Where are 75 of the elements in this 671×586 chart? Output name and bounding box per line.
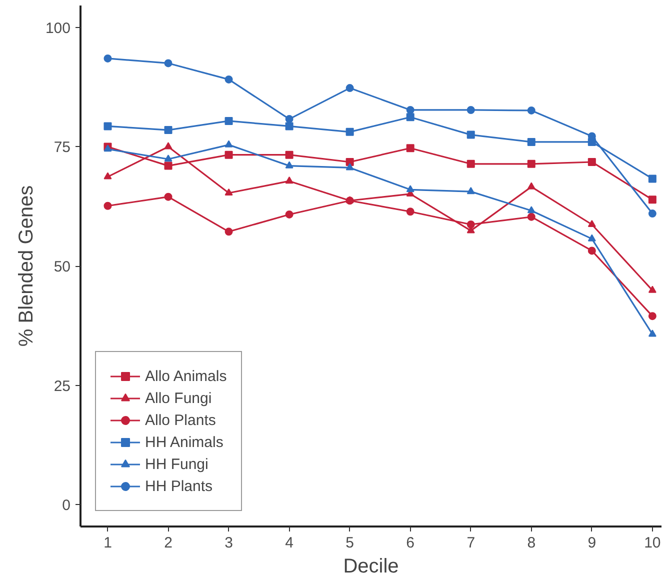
- point: [164, 59, 172, 68]
- point: [466, 187, 475, 194]
- legend-label: Allo Animals: [145, 368, 227, 384]
- x-tick-label: 4: [285, 534, 294, 552]
- x-tick-label: 10: [644, 534, 661, 552]
- point: [346, 84, 354, 92]
- point: [648, 174, 656, 183]
- legend-label: HH Plants: [145, 478, 213, 494]
- point: [527, 212, 536, 221]
- point: [466, 130, 475, 139]
- point: [588, 220, 596, 228]
- x-tick-label: 2: [164, 534, 172, 552]
- legend-label: HH Animals: [145, 434, 224, 450]
- x-tick-label: 5: [346, 534, 354, 552]
- point: [224, 188, 233, 196]
- point: [648, 210, 656, 218]
- x-tick-label: 7: [466, 534, 476, 552]
- point: [406, 185, 414, 192]
- point: [406, 106, 414, 114]
- y-tick-label: 50: [54, 258, 71, 276]
- point: [164, 154, 172, 162]
- point: [164, 142, 172, 150]
- point: [224, 140, 233, 148]
- x-axis-title: Decile: [343, 556, 399, 578]
- point: [285, 122, 294, 130]
- legend-label: HH Fungi: [145, 456, 208, 472]
- point: [104, 54, 112, 62]
- x-tick-label: 3: [224, 534, 233, 552]
- point: [224, 75, 233, 84]
- point: [285, 210, 294, 218]
- y-tick-label: 0: [62, 497, 70, 514]
- point: [224, 116, 233, 125]
- point: [164, 162, 172, 170]
- point: [648, 196, 656, 204]
- point: [527, 138, 536, 146]
- point: [588, 158, 596, 166]
- point: [466, 160, 475, 168]
- point: [588, 234, 596, 242]
- y-tick-label: 25: [54, 378, 71, 395]
- point: [648, 312, 656, 320]
- point: [285, 115, 294, 124]
- point: [285, 150, 294, 159]
- x-tick-label: 9: [588, 534, 596, 552]
- point: [285, 176, 294, 184]
- point: [285, 161, 294, 168]
- point: [406, 113, 414, 122]
- x-tick-label: 6: [406, 534, 415, 552]
- point: [104, 172, 112, 180]
- point: [224, 150, 233, 159]
- point: [648, 330, 656, 337]
- point: [346, 158, 354, 166]
- point: [527, 160, 536, 168]
- y-axis-title: % Blended Genes: [15, 185, 38, 347]
- point: [466, 220, 475, 228]
- x-tick-label: 1: [104, 534, 112, 552]
- legend-label: Allo Plants: [145, 412, 216, 428]
- point: [164, 192, 172, 201]
- point: [224, 228, 233, 236]
- point: [104, 202, 112, 210]
- point: [104, 122, 112, 130]
- point: [406, 144, 414, 152]
- point: [466, 106, 475, 114]
- point: [527, 106, 536, 114]
- point: [527, 206, 536, 214]
- point: [164, 126, 172, 134]
- legend-label: Allo Fungi: [145, 390, 212, 406]
- point: [588, 246, 596, 255]
- y-tick-label: 75: [54, 139, 71, 156]
- point: [527, 182, 536, 190]
- x-tick-label: 8: [527, 534, 536, 552]
- point: [406, 208, 414, 216]
- point: [648, 286, 656, 293]
- y-tick-label: 100: [45, 20, 71, 37]
- point: [346, 128, 354, 136]
- point: [346, 163, 354, 170]
